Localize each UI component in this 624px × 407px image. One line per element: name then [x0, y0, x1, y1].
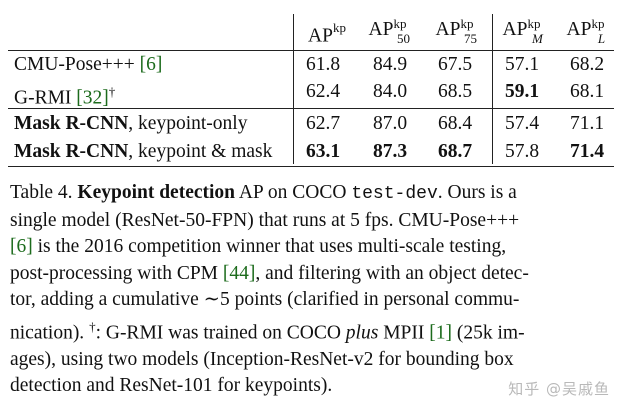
cell-value: 84.0: [372, 81, 408, 102]
header-apl: AP kp L: [566, 16, 606, 46]
table-rule-header: [8, 50, 614, 51]
caption-line-2: single model (ResNet-50-FPN) that runs a…: [10, 209, 520, 231]
cell-value: 67.5: [437, 54, 473, 75]
cell-value-best: 63.1: [305, 141, 341, 162]
header-ap75: AP kp 75: [435, 16, 477, 46]
caption-line-3: [6] is the 2016 competition winner that …: [10, 236, 507, 257]
table-vrule-1: [293, 14, 294, 164]
row-method-maskrcnn-kp: Mask R-CNN, keypoint-only: [14, 113, 248, 134]
row-method-maskrcnn-kp-mask: Mask R-CNN, keypoint & mask: [14, 141, 273, 162]
cell-value-best: 71.4: [569, 141, 605, 162]
cell-value-best: 68.7: [437, 141, 473, 162]
cell-value: 68.2: [569, 54, 605, 75]
cell-value-best: 59.1: [504, 81, 540, 102]
cell-value: 62.4: [305, 81, 341, 102]
cell-value: 61.8: [305, 54, 341, 75]
table-vrule-2: [492, 14, 493, 164]
caption-line-1: Table 4. Keypoint detection AP on COCO t…: [10, 182, 517, 204]
row-method-cmu: CMU-Pose+++ [6]: [14, 54, 163, 75]
caption-line-4: post-processing with CPM [44], and filte…: [10, 262, 529, 284]
cell-value: 68.4: [437, 113, 473, 134]
header-apm: AP kp M: [502, 16, 543, 46]
header-ap50: AP kp 50: [368, 16, 410, 46]
watermark: 知乎 @吴戚鱼: [508, 380, 610, 398]
table-caption: Table 4. Keypoint detection AP on COCO t…: [10, 180, 614, 400]
header-ap: APkp: [308, 20, 346, 47]
cell-value: 68.1: [569, 81, 605, 102]
cell-value: 57.1: [504, 54, 540, 75]
cell-value: 68.5: [437, 81, 473, 102]
row-method-grmi: G-RMI [32]†: [14, 84, 116, 109]
cell-value: 57.4: [504, 113, 540, 134]
caption-line-5: tor, adding a cumulative ∼5 points (clar…: [10, 289, 520, 310]
caption-line-6: nication). †: G-RMI was trained on COCO …: [10, 318, 525, 344]
table-rule-bottom: [8, 166, 614, 167]
caption-line-7: ages), using two models (Inception-ResNe…: [10, 348, 514, 370]
table-rule-middle: [8, 108, 614, 109]
cell-value: 71.1: [569, 113, 605, 134]
cell-value: 57.8: [504, 141, 540, 162]
cell-value-best: 87.3: [372, 141, 408, 162]
cell-value: 87.0: [372, 113, 408, 134]
caption-line-8: detection and ResNet-101 for keypoints).: [10, 375, 333, 396]
cell-value: 84.9: [372, 54, 408, 75]
cell-value: 62.7: [305, 113, 341, 134]
